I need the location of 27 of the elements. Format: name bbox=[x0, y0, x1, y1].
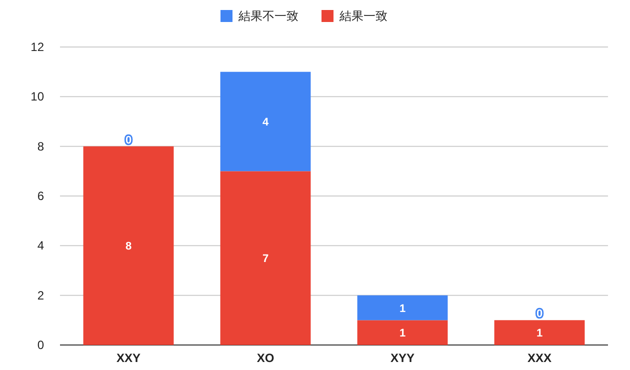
legend-label: 結果不一致 bbox=[238, 9, 298, 23]
x-tick-label: XXY bbox=[116, 351, 141, 365]
y-tick-label: 8 bbox=[37, 139, 44, 154]
bar bbox=[494, 320, 585, 345]
data-label: 0 bbox=[125, 134, 132, 146]
y-tick-label: 0 bbox=[37, 338, 44, 352]
data-label: 7 bbox=[262, 253, 269, 266]
bar bbox=[357, 320, 448, 345]
data-label: 8 bbox=[125, 240, 132, 253]
x-tick-label: XO bbox=[256, 351, 274, 365]
y-tick-label: 10 bbox=[30, 90, 44, 104]
bar bbox=[220, 72, 311, 172]
data-label: 1 bbox=[536, 328, 543, 340]
legend-label: 結果一致 bbox=[338, 9, 388, 23]
data-label: 0 bbox=[536, 308, 543, 320]
bar bbox=[220, 171, 311, 345]
data-label: 1 bbox=[399, 302, 406, 315]
y-tick-label: 6 bbox=[37, 189, 44, 203]
x-tick-label: XYY bbox=[390, 351, 415, 365]
x-tick-label: XXX bbox=[527, 351, 552, 365]
bar bbox=[357, 295, 448, 320]
data-label: 4 bbox=[262, 116, 270, 128]
bar bbox=[83, 146, 174, 345]
data-label: 1 bbox=[399, 328, 406, 340]
y-tick-label: 4 bbox=[37, 238, 44, 253]
y-tick-label: 2 bbox=[37, 288, 44, 302]
y-tick-label: 12 bbox=[30, 40, 44, 54]
